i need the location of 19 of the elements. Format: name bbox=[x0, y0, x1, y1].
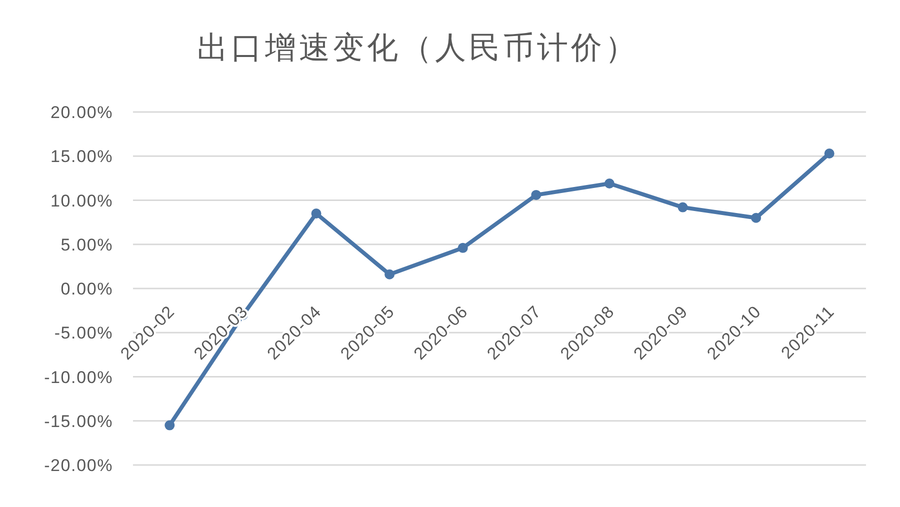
point bbox=[751, 212, 762, 223]
y-tick-label: 5.00% bbox=[60, 235, 113, 254]
y-tick-label: 15.00% bbox=[50, 147, 113, 166]
y-tick-label: -20.00% bbox=[44, 456, 113, 475]
point bbox=[531, 190, 542, 200]
chart-title: 出口增速变化（人民币计价） bbox=[197, 30, 639, 65]
y-tick-label: 10.00% bbox=[50, 191, 113, 210]
point bbox=[824, 148, 834, 158]
y-tick-label: 0.00% bbox=[60, 280, 113, 298]
point bbox=[311, 208, 322, 218]
point bbox=[458, 242, 468, 253]
y-tick-label: 20.00% bbox=[50, 103, 113, 122]
point bbox=[678, 202, 688, 212]
point bbox=[604, 178, 614, 188]
y-tick-label: -15.00% bbox=[44, 412, 113, 431]
y-tick-label: -10.00% bbox=[44, 368, 113, 387]
point bbox=[164, 420, 175, 430]
y-tick-label: -5.00% bbox=[54, 324, 113, 343]
point bbox=[384, 269, 395, 280]
